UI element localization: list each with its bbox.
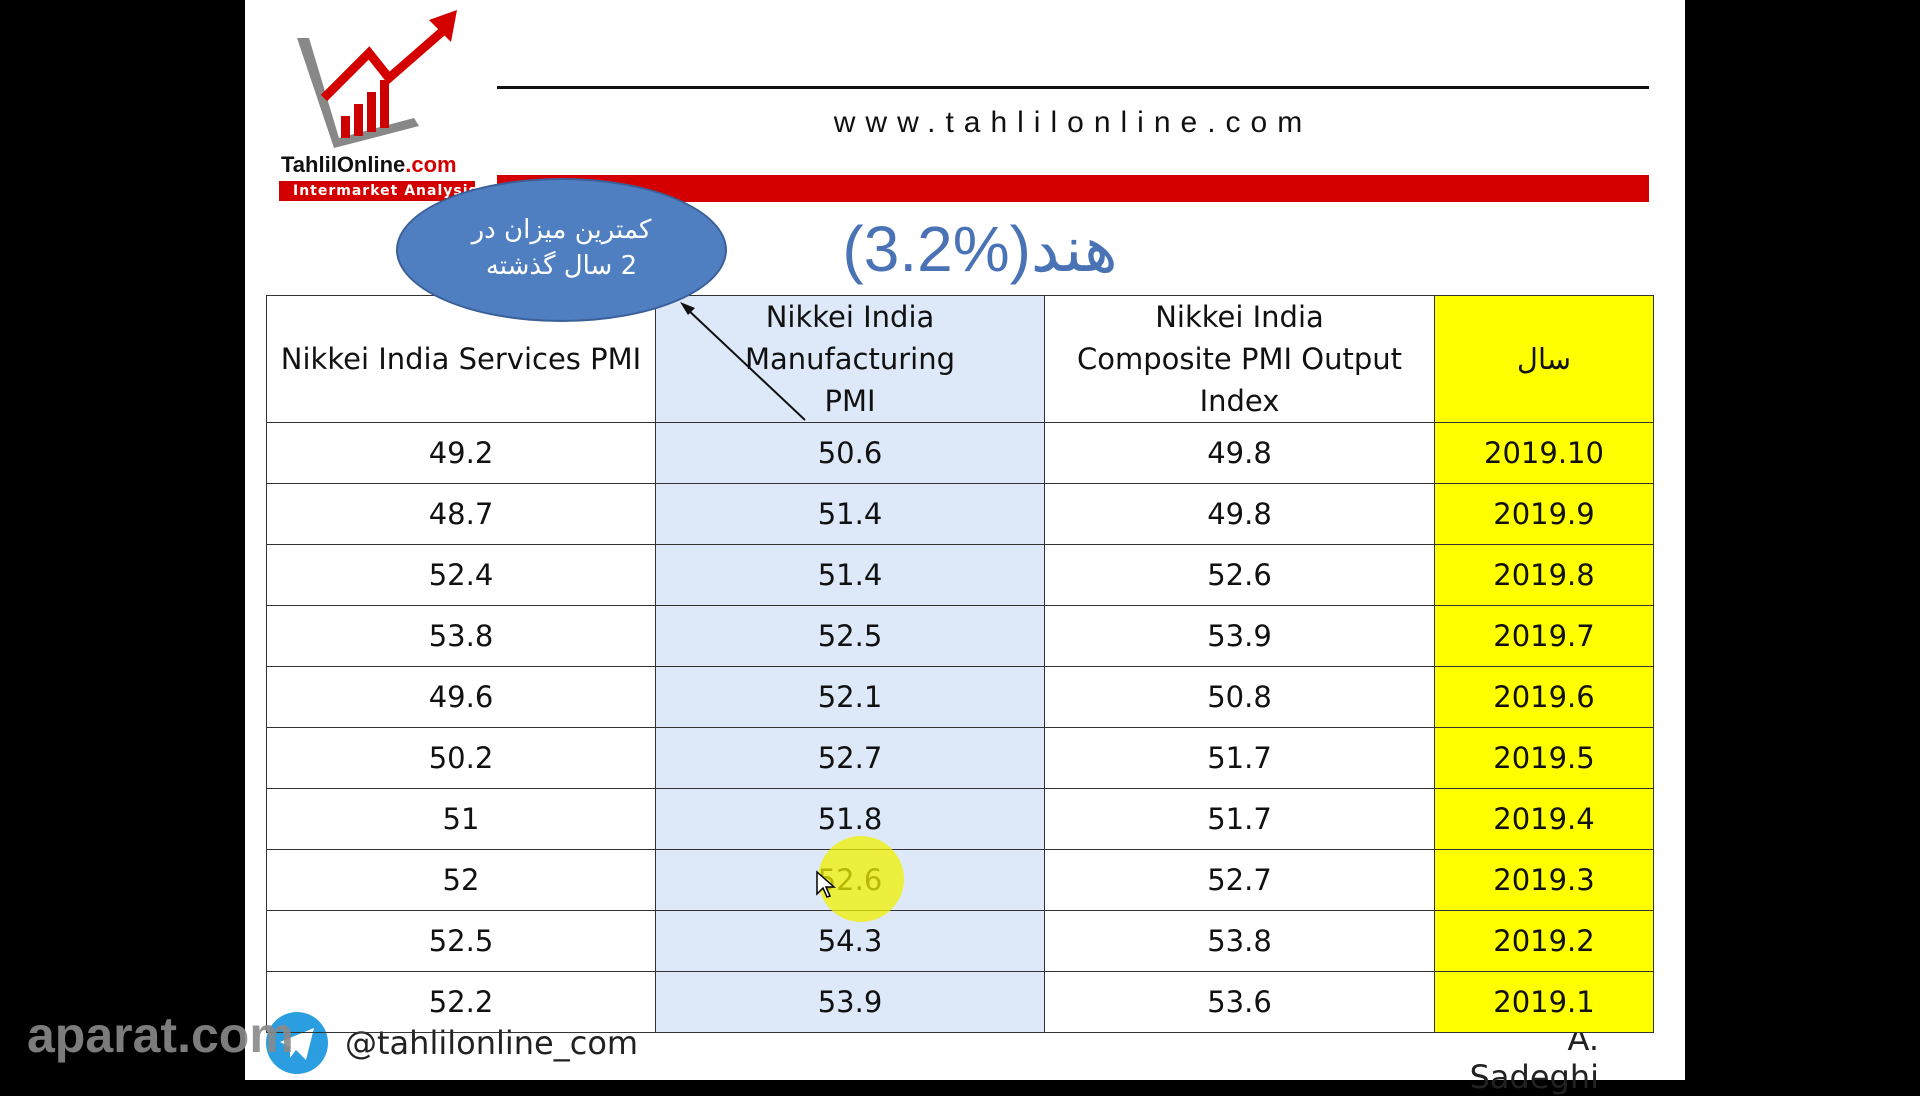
services-cell: 50.2 [266, 727, 656, 789]
table-row: 53.8 52.5 53.9 2019.7 [266, 605, 1654, 667]
services-cell: 51 [266, 788, 656, 850]
services-cell: 49.2 [266, 422, 656, 484]
header-composite: Nikkei India Composite PMI Output Index [1044, 295, 1435, 423]
year-cell: 2019.6 [1434, 666, 1654, 728]
pmi-table: Nikkei India Services PMI Nikkei India M… [266, 295, 1654, 1033]
year-cell: 2019.3 [1434, 849, 1654, 911]
table-row: 49.6 52.1 50.8 2019.6 [266, 666, 1654, 728]
composite-cell: 49.8 [1044, 483, 1435, 545]
table-row: 49.2 50.6 49.8 2019.10 [266, 422, 1654, 484]
logo-tagline: Intermarket Analysis [279, 181, 475, 201]
composite-cell: 49.8 [1044, 422, 1435, 484]
table-row: 51 51.8 51.7 2019.4 [266, 788, 1654, 850]
composite-cell: 52.6 [1044, 544, 1435, 606]
year-cell: 2019.1 [1434, 971, 1654, 1033]
composite-cell: 50.8 [1044, 666, 1435, 728]
logo-name: TahlilOnline.com [281, 152, 457, 177]
cursor-highlight [818, 836, 904, 922]
year-cell: 2019.4 [1434, 788, 1654, 850]
header-manufacturing: Nikkei India Manufacturing PMI [655, 295, 1045, 423]
year-cell: 2019.5 [1434, 727, 1654, 789]
year-cell: 2019.7 [1434, 605, 1654, 667]
header-year: سال [1434, 295, 1654, 423]
table-row: 50.2 52.7 51.7 2019.5 [266, 727, 1654, 789]
composite-cell: 53.8 [1044, 910, 1435, 972]
slide: www.tahlilonline.com TahlilOnline.com In… [245, 0, 1685, 1096]
year-cell: 2019.8 [1434, 544, 1654, 606]
services-cell: 49.6 [266, 666, 656, 728]
manufacturing-cell: 51.8 [655, 788, 1045, 850]
header-red-bar [497, 175, 1649, 202]
header-divider [497, 86, 1649, 89]
mouse-cursor-icon [816, 870, 836, 898]
services-cell: 48.7 [266, 483, 656, 545]
services-cell: 52 [266, 849, 656, 911]
table-row: 52.2 53.9 53.6 2019.1 [266, 971, 1654, 1033]
callout-line: کمترین میزان در [471, 215, 652, 245]
manufacturing-cell: 52.7 [655, 727, 1045, 789]
composite-cell: 53.9 [1044, 605, 1435, 667]
manufacturing-cell: 50.6 [655, 422, 1045, 484]
composite-cell: 52.7 [1044, 849, 1435, 911]
manufacturing-cell: 52.1 [655, 666, 1045, 728]
page-title: هند(%3.2) [842, 213, 1118, 285]
site-url: www.tahlilonline.com [833, 106, 1313, 139]
composite-cell: 51.7 [1044, 727, 1435, 789]
manufacturing-cell: 52.5 [655, 605, 1045, 667]
year-cell: 2019.2 [1434, 910, 1654, 972]
services-cell: 53.8 [266, 605, 656, 667]
aparat-watermark: aparat.com [27, 1007, 294, 1063]
table-row: 52.4 51.4 52.6 2019.8 [266, 544, 1654, 606]
composite-cell: 51.7 [1044, 788, 1435, 850]
manufacturing-cell: 51.4 [655, 483, 1045, 545]
logo-chart-icon [297, 10, 457, 148]
year-cell: 2019.9 [1434, 483, 1654, 545]
year-cell: 2019.10 [1434, 422, 1654, 484]
callout-line: 2 سال گذشته [485, 251, 638, 281]
table-row: 52.5 54.3 53.8 2019.2 [266, 910, 1654, 972]
manufacturing-cell: 53.9 [655, 971, 1045, 1033]
services-cell: 52.2 [266, 971, 656, 1033]
table-row: 48.7 51.4 49.8 2019.9 [266, 483, 1654, 545]
manufacturing-cell: 51.4 [655, 544, 1045, 606]
services-cell: 52.4 [266, 544, 656, 606]
callout-bubble: کمترین میزان در 2 سال گذشته [396, 178, 727, 322]
services-cell: 52.5 [266, 910, 656, 972]
composite-cell: 53.6 [1044, 971, 1435, 1033]
